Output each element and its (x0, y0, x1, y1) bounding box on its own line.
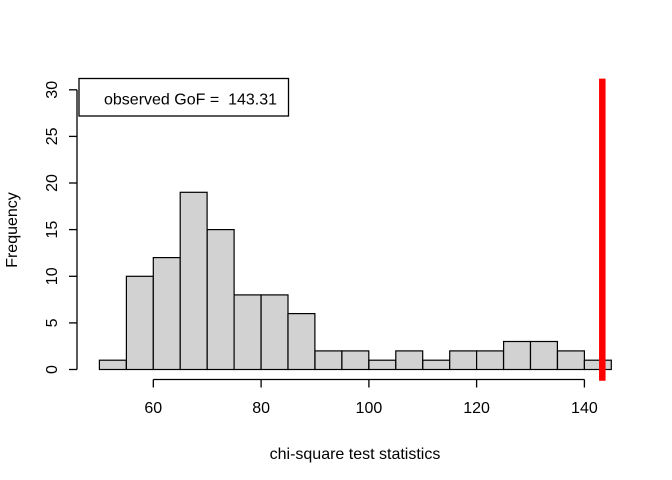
histogram-bar (583, 359, 612, 371)
histogram-bar (341, 350, 370, 371)
y-tick-label: 25 (44, 127, 61, 145)
histogram-bar (556, 350, 585, 371)
histogram-bar (179, 191, 208, 371)
histogram-bar (314, 350, 343, 371)
y-axis-title: Frequency (4, 192, 21, 268)
histogram-bar (125, 275, 154, 371)
histogram-bar (152, 257, 181, 371)
legend-label: observed GoF = 143.31 (104, 92, 277, 109)
x-tick-label: 80 (252, 400, 270, 417)
histogram-bar (206, 229, 235, 371)
y-tick-label: 15 (44, 221, 61, 239)
y-tick-label: 0 (44, 365, 61, 374)
histogram-bars (98, 191, 612, 371)
histogram-bar (233, 294, 262, 371)
x-tick-label: 140 (571, 400, 598, 417)
x-axis: 60 80 100 120 140 (144, 378, 598, 417)
y-tick-label: 10 (44, 267, 61, 285)
x-tick-label: 120 (463, 400, 490, 417)
histogram-bar (422, 359, 451, 371)
histogram-bar (395, 350, 424, 371)
x-tick-label: 60 (144, 400, 162, 417)
histogram-bar (368, 359, 397, 371)
histogram-bar (98, 359, 127, 371)
histogram-bar (260, 294, 289, 371)
y-tick-label: 5 (44, 318, 61, 327)
x-axis-title: chi-square test statistics (270, 446, 441, 463)
legend-box (78, 77, 290, 117)
y-tick-label: 30 (44, 81, 61, 99)
x-tick-label: 100 (356, 400, 383, 417)
y-axis: 0 5 10 15 20 25 30 (44, 81, 78, 374)
histogram-bar (503, 340, 532, 371)
histogram-bar (476, 350, 505, 371)
histogram-bar (287, 313, 316, 371)
y-tick-label: 20 (44, 174, 61, 192)
histogram-bar (529, 340, 558, 371)
histogram-bar (449, 350, 478, 371)
